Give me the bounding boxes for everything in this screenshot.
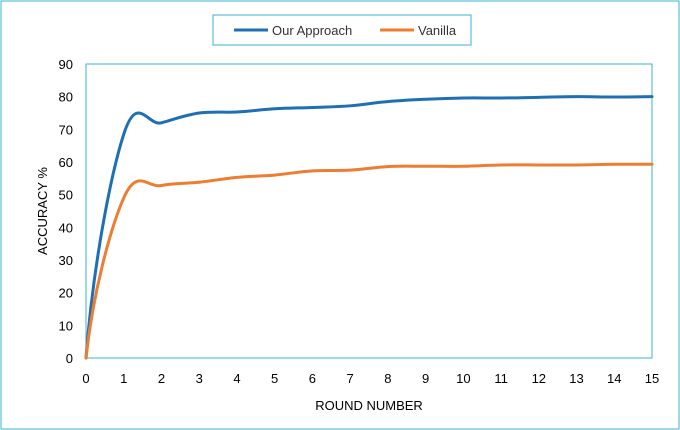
- y-axis-ticks: 0 10 20 30 40 50 60 70 80 90: [59, 57, 73, 366]
- series-lines: [84, 95, 654, 360]
- y-tick-label: 50: [59, 188, 73, 203]
- y-tick-label: 80: [59, 90, 73, 105]
- x-tick-label: 9: [422, 371, 429, 386]
- y-tick-label: 20: [59, 286, 73, 301]
- x-tick-label: 5: [271, 371, 278, 386]
- x-tick-label: 4: [233, 371, 240, 386]
- legend: Our Approach Vanilla: [212, 14, 472, 46]
- x-tick-label: 13: [569, 371, 583, 386]
- x-tick-label: 11: [494, 371, 508, 386]
- y-tick-label: 0: [66, 351, 73, 366]
- legend-label-vanilla: Vanilla: [418, 23, 457, 38]
- x-tick-label: 3: [196, 371, 203, 386]
- x-tick-label: 1: [120, 371, 127, 386]
- y-tick-label: 10: [59, 318, 73, 333]
- x-axis-title: ROUND NUMBER: [315, 398, 423, 413]
- y-tick-label: 60: [59, 155, 73, 170]
- x-tick-label: 8: [384, 371, 391, 386]
- x-tick-label: 15: [645, 371, 659, 386]
- y-tick-label: 30: [59, 253, 73, 268]
- x-tick-label: 0: [82, 371, 89, 386]
- y-tick-label: 40: [59, 220, 73, 235]
- legend-label-our-approach: Our Approach: [272, 23, 352, 38]
- x-tick-label: 2: [158, 371, 165, 386]
- x-tick-label: 12: [532, 371, 546, 386]
- x-tick-label: 10: [456, 371, 470, 386]
- x-axis-ticks: 0 1 2 3 4 5 6 7 8 9 10 11 12 13 14 15: [82, 371, 659, 386]
- x-tick-label: 7: [347, 371, 354, 386]
- plot-area: [85, 63, 653, 359]
- y-axis-title: ACCURACY %: [35, 167, 50, 255]
- x-tick-label: 6: [309, 371, 316, 386]
- x-tick-label: 14: [607, 371, 621, 386]
- series-line-vanilla: [84, 162, 654, 360]
- series-line-our-approach: [84, 95, 654, 360]
- y-tick-label: 90: [59, 57, 73, 72]
- y-tick-label: 70: [59, 122, 73, 137]
